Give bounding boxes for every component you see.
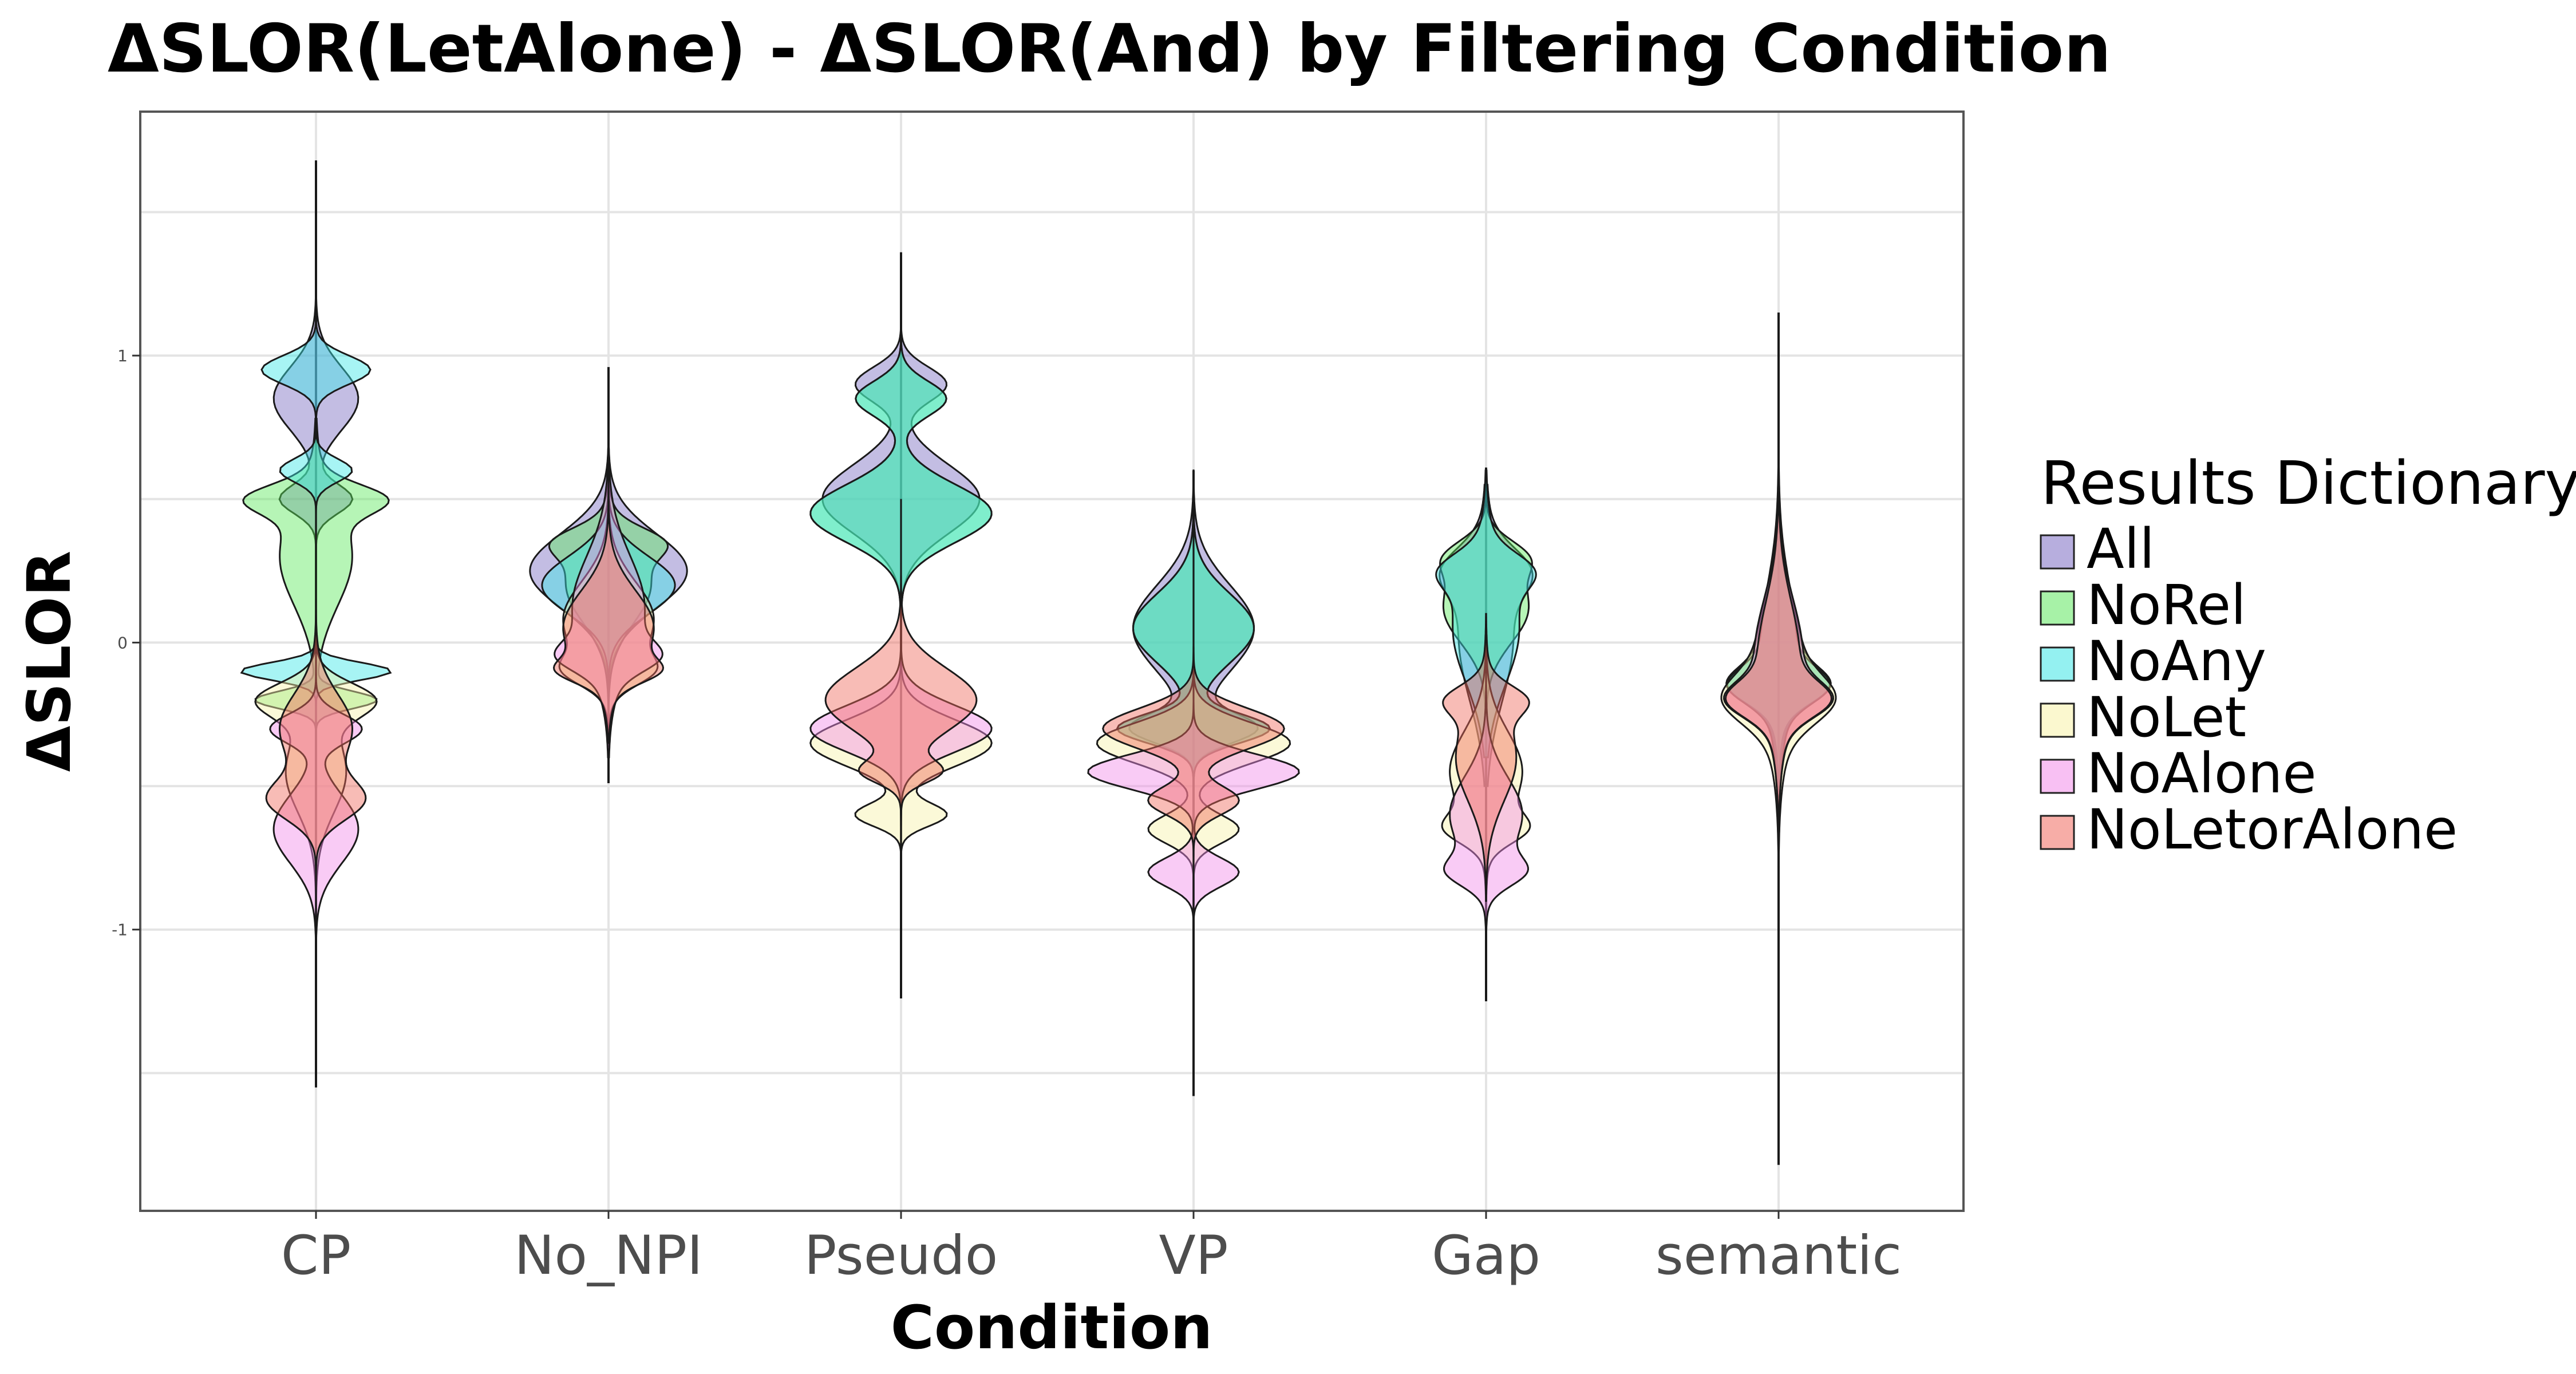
plot-frame: [139, 110, 1965, 1212]
legend-label: All: [2087, 517, 2155, 581]
violin-NoLetorAlone-Pseudo: [824, 499, 978, 930]
legend-swatch: [2040, 759, 2075, 794]
violin-NoAlone-CP: [269, 614, 363, 1016]
violin-NoLetorAlone-CP: [265, 585, 367, 1001]
x-tick-label: Pseudo: [804, 1225, 998, 1287]
legend-label: NoAlone: [2087, 741, 2317, 806]
whiskers: [315, 160, 1780, 1165]
y-tick-label: 1: [117, 346, 128, 365]
grid: [140, 112, 1963, 1211]
x-tick-label: semantic: [1656, 1225, 1902, 1287]
violin-NoAny-No_NPI: [541, 384, 676, 729]
legend-swatch: [2040, 646, 2075, 682]
y-tick-label: 0: [117, 633, 128, 652]
y-axis-title: ΔSLOR: [14, 551, 84, 772]
legend-item-All: All: [2040, 517, 2155, 581]
violin-NoLetorAlone-semantic: [1724, 469, 1833, 901]
y-tick-label: -1: [112, 921, 128, 939]
violin-NoLetorAlone-VP: [1102, 527, 1285, 987]
x-axis: CP No_NPI Pseudo VP Gap semantic: [281, 1211, 1902, 1287]
x-tick-label: CP: [281, 1225, 351, 1287]
legend-label: NoRel: [2087, 573, 2246, 637]
x-axis-title: Condition: [891, 1293, 1213, 1363]
legend-item-NoRel: NoRel: [2040, 573, 2246, 637]
violin-NoAlone-Gap: [1443, 642, 1530, 958]
legend-swatch: [2040, 590, 2075, 626]
legend-item-NoAny: NoAny: [2040, 629, 2266, 693]
x-tick-label: No_NPI: [514, 1225, 703, 1287]
legend-label: NoAny: [2087, 629, 2266, 693]
violins: [240, 160, 1837, 1073]
legend: Results Dictionary AllNoRelNoAnyNoLetNoA…: [2040, 448, 2576, 862]
violin-NoRel-No_NPI: [548, 384, 669, 729]
x-tick-label: Gap: [1432, 1225, 1540, 1287]
x-tick-label: VP: [1159, 1225, 1228, 1287]
legend-swatch: [2040, 702, 2075, 738]
legend-swatch: [2040, 534, 2075, 570]
violin-NoAny-semantic: [1726, 384, 1831, 873]
chart-title: ΔSLOR(LetAlone) - ΔSLOR(And) by Filterin…: [108, 10, 2111, 88]
violin-NoLet-Pseudo: [809, 499, 993, 987]
legend-item-NoLetorAlone: NoLetorAlone: [2040, 797, 2458, 862]
violin-NoLet-Gap: [1441, 614, 1531, 930]
legend-title: Results Dictionary: [2041, 448, 2576, 518]
violin-NoAlone-VP: [1087, 527, 1300, 1073]
violin-NoLet-CP: [254, 556, 378, 987]
legend-label: NoLetorAlone: [2087, 797, 2458, 862]
violin-NoAny-VP: [1116, 470, 1271, 987]
violin-NoLetorAlone-No_NPI: [552, 441, 665, 744]
legend-label: NoLet: [2087, 685, 2246, 749]
legend-item-NoLet: NoLet: [2040, 685, 2246, 749]
legend-item-NoAlone: NoAlone: [2040, 741, 2317, 806]
violin-NoLetorAlone-Gap: [1442, 613, 1530, 902]
violin-NoRel-semantic: [1725, 384, 1832, 872]
legend-swatch: [2040, 815, 2075, 850]
y-axis: 1 0 -1: [112, 346, 140, 939]
